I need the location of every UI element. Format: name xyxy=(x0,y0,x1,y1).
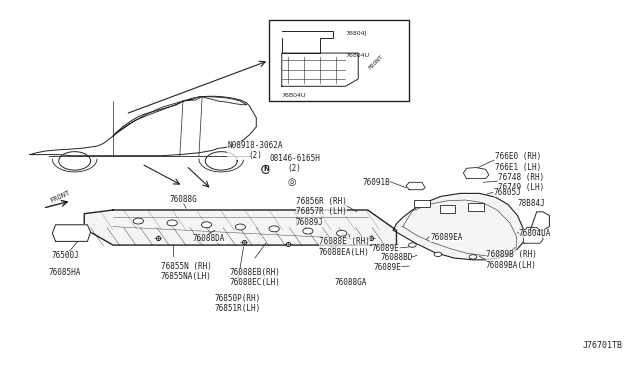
Text: 76088EB(RH)
76088EC(LH): 76088EB(RH) 76088EC(LH) xyxy=(230,268,280,287)
Polygon shape xyxy=(84,210,396,245)
Text: 76089B (RH)
76089BA(LH): 76089B (RH) 76089BA(LH) xyxy=(486,250,536,270)
Text: 76089E: 76089E xyxy=(372,244,399,253)
Text: 76089J: 76089J xyxy=(296,218,324,227)
Bar xyxy=(440,205,455,212)
Text: N08918-3062A
(2): N08918-3062A (2) xyxy=(227,141,283,160)
Circle shape xyxy=(202,222,212,228)
Text: 76B04U: 76B04U xyxy=(282,93,307,98)
Text: 78B84J: 78B84J xyxy=(518,199,545,208)
Circle shape xyxy=(269,226,279,232)
Polygon shape xyxy=(523,227,543,243)
Polygon shape xyxy=(202,97,246,105)
Bar xyxy=(414,200,429,207)
Circle shape xyxy=(469,255,477,259)
Polygon shape xyxy=(394,193,524,260)
Text: FRONT: FRONT xyxy=(368,54,385,71)
Text: 76091B: 76091B xyxy=(362,178,390,187)
Text: 76088BD: 76088BD xyxy=(380,253,412,263)
Circle shape xyxy=(408,243,416,247)
Text: ◎: ◎ xyxy=(287,177,296,187)
Circle shape xyxy=(133,218,143,224)
Circle shape xyxy=(337,230,347,236)
Polygon shape xyxy=(52,225,91,241)
Text: 76500J: 76500J xyxy=(51,251,79,260)
Text: FRONT: FRONT xyxy=(49,189,71,203)
Text: J76701TB: J76701TB xyxy=(582,341,623,350)
Bar xyxy=(269,20,409,101)
Text: 76748 (RH)
76749 (LH): 76748 (RH) 76749 (LH) xyxy=(499,173,545,192)
Circle shape xyxy=(303,228,313,234)
Circle shape xyxy=(434,252,442,257)
Text: 76085HA: 76085HA xyxy=(49,268,81,277)
Text: 76088GA: 76088GA xyxy=(334,278,367,287)
Bar xyxy=(468,203,484,211)
Text: 766E0 (RH)
766E1 (LH): 766E0 (RH) 766E1 (LH) xyxy=(495,152,541,172)
Text: 76804UA: 76804UA xyxy=(519,229,551,238)
Text: N: N xyxy=(263,166,269,172)
Polygon shape xyxy=(463,167,489,179)
Polygon shape xyxy=(183,97,202,101)
Text: 76089EA: 76089EA xyxy=(430,233,463,242)
Circle shape xyxy=(498,251,506,256)
Circle shape xyxy=(236,224,246,230)
Polygon shape xyxy=(531,212,549,230)
Circle shape xyxy=(167,220,177,226)
Text: 76089E: 76089E xyxy=(374,263,401,272)
Text: 76088E (RH)
76088EA(LH): 76088E (RH) 76088EA(LH) xyxy=(319,237,370,257)
Text: 76804U: 76804U xyxy=(346,53,370,58)
Polygon shape xyxy=(113,101,183,136)
Text: 08146-6165H
(2): 08146-6165H (2) xyxy=(269,154,320,173)
Text: 76804J: 76804J xyxy=(346,31,367,36)
Text: 76855N (RH)
76855NA(LH): 76855N (RH) 76855NA(LH) xyxy=(161,262,212,281)
Text: 76850P(RH)
76851R(LH): 76850P(RH) 76851R(LH) xyxy=(214,294,260,313)
Text: 76088DA: 76088DA xyxy=(192,234,225,243)
Text: 76856R (RH)
76857R (LH): 76856R (RH) 76857R (LH) xyxy=(296,197,347,216)
Text: 76805J: 76805J xyxy=(494,188,522,197)
Text: 76088G: 76088G xyxy=(169,195,197,204)
